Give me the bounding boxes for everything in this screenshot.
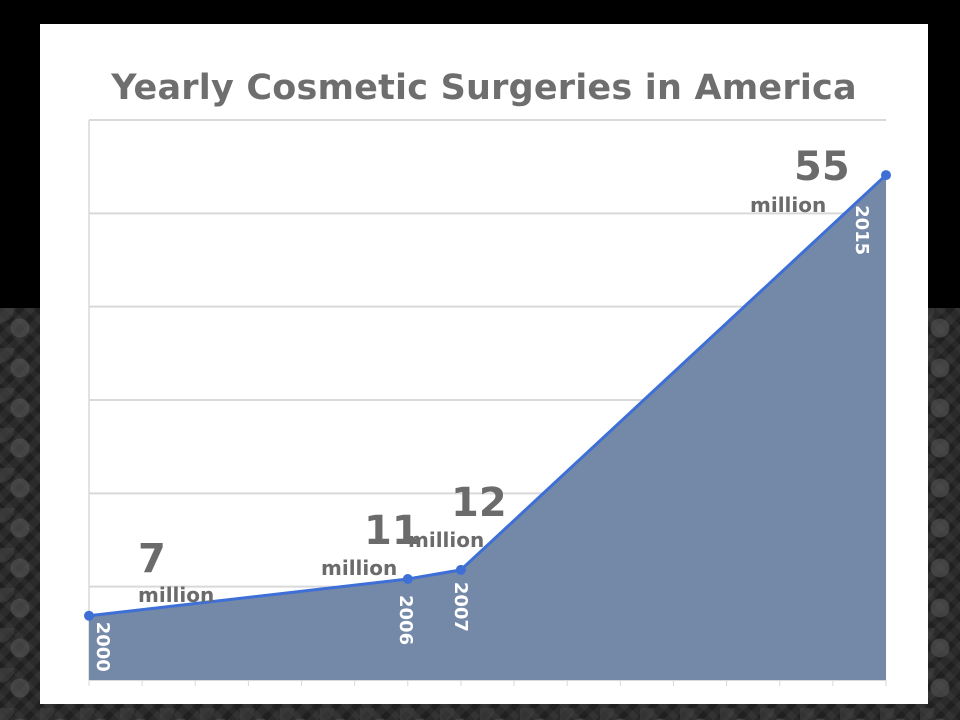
plot-series (84, 170, 891, 680)
chart-title: Yearly Cosmetic Surgeries in America (111, 68, 857, 108)
data-point (84, 610, 94, 621)
series-line (88, 173, 888, 618)
data-label-unit: million (408, 528, 484, 552)
data-label-value: 55 (794, 144, 850, 190)
data-label-unit: million (321, 556, 397, 580)
data-point (402, 574, 413, 585)
chart-card: Yearly Cosmetic Surgeries in America 200… (40, 24, 928, 704)
area-fill (89, 175, 886, 680)
data-label-value: 11 (364, 508, 420, 554)
data-label-value: 12 (451, 480, 507, 526)
x-tick-label: 2006 (395, 595, 416, 645)
data-label-unit: million (750, 193, 826, 217)
x-tick-label: 2015 (851, 205, 872, 255)
data-point (455, 564, 466, 575)
data-point (881, 170, 891, 181)
x-tick-label: 2007 (450, 582, 471, 632)
data-label-value: 7 (138, 536, 166, 582)
data-label-unit: million (138, 583, 214, 607)
x-tick-label: 2000 (92, 622, 113, 672)
